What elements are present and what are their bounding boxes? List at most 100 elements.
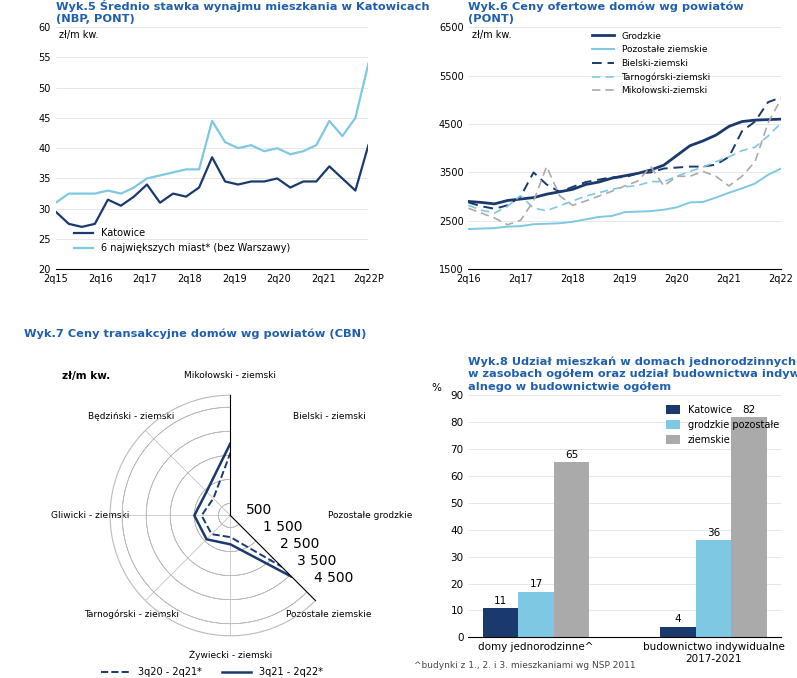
Tarnogórski-ziemski bbox=[646, 178, 656, 186]
Mikołowski-ziemski bbox=[750, 158, 760, 166]
6 największych miast* (bez Warszawy) bbox=[51, 199, 61, 207]
Tarnogórski-ziemski bbox=[542, 207, 552, 215]
Bar bbox=[554, 462, 589, 637]
Tarnogórski-ziemski bbox=[528, 204, 538, 212]
Grodzkie bbox=[489, 200, 499, 208]
Bielski-ziemski bbox=[555, 188, 564, 196]
Pozostałe ziemskie bbox=[581, 216, 591, 224]
Line: Mikołowski-ziemski: Mikołowski-ziemski bbox=[469, 99, 781, 224]
Pozostałe ziemskie bbox=[764, 171, 773, 179]
Bielski-ziemski bbox=[633, 170, 642, 178]
Line: Bielski-ziemski: Bielski-ziemski bbox=[469, 98, 781, 209]
6 największych miast* (bez Warszawy) bbox=[90, 190, 100, 198]
Pozostałe ziemskie bbox=[711, 193, 720, 201]
6 największych miast* (bez Warszawy) bbox=[259, 147, 269, 155]
Grodzkie bbox=[568, 185, 578, 193]
Bielski-ziemski bbox=[594, 176, 603, 184]
Mikołowski-ziemski bbox=[581, 197, 591, 205]
Legend: 3q20 - 2q21*, 3q21 - 2q22*: 3q20 - 2q21*, 3q21 - 2q22* bbox=[97, 663, 327, 678]
Katowice bbox=[312, 178, 321, 186]
Pozostałe ziemskie bbox=[646, 207, 656, 215]
6 największych miast* (bez Warszawy) bbox=[273, 144, 282, 153]
Tarnogórski-ziemski bbox=[581, 192, 591, 200]
Bielski-ziemski bbox=[542, 180, 552, 188]
Pozostałe ziemskie bbox=[659, 205, 669, 214]
Katowice bbox=[51, 207, 61, 216]
Tarnogórski-ziemski bbox=[594, 188, 603, 197]
Pozostałe ziemskie bbox=[528, 220, 538, 228]
Katowice bbox=[273, 174, 282, 182]
Grodzkie bbox=[607, 174, 617, 182]
Bielski-ziemski bbox=[620, 173, 630, 181]
Grodzkie bbox=[711, 131, 720, 139]
Pozostałe ziemskie bbox=[516, 222, 525, 231]
Katowice bbox=[168, 190, 178, 198]
6 największych miast* (bez Warszawy) bbox=[103, 186, 112, 195]
Pozostałe ziemskie bbox=[750, 180, 760, 188]
Katowice bbox=[259, 178, 269, 186]
Mikołowski-ziemski bbox=[464, 204, 473, 212]
Grodzkie bbox=[659, 161, 669, 170]
Mikołowski-ziemski bbox=[764, 119, 773, 127]
Text: 82: 82 bbox=[743, 405, 756, 414]
Katowice bbox=[142, 180, 151, 188]
Katowice bbox=[116, 201, 126, 210]
Bielski-ziemski bbox=[672, 163, 681, 172]
Legend: Katowice, 6 największych miast* (bez Warszawy): Katowice, 6 największych miast* (bez War… bbox=[70, 224, 294, 257]
Pozostałe ziemskie bbox=[698, 198, 708, 206]
Line: Pozostałe ziemskie: Pozostałe ziemskie bbox=[469, 169, 781, 229]
Mikołowski-ziemski bbox=[489, 214, 499, 222]
Katowice bbox=[77, 223, 87, 231]
Legend: Katowice, grodzkie pozostałe, ziemskie: Katowice, grodzkie pozostałe, ziemskie bbox=[665, 405, 779, 445]
Pozostałe ziemskie bbox=[568, 218, 578, 226]
Text: 11: 11 bbox=[494, 595, 507, 605]
Tarnogórski-ziemski bbox=[750, 143, 760, 151]
Bar bbox=[696, 540, 732, 637]
Grodzkie bbox=[477, 199, 486, 207]
Tarnogórski-ziemski bbox=[516, 192, 525, 200]
Text: 36: 36 bbox=[707, 528, 720, 538]
Mikołowski-ziemski bbox=[633, 177, 642, 185]
Bielski-ziemski bbox=[659, 165, 669, 173]
Bielski-ziemski bbox=[528, 168, 538, 176]
Pozostałe ziemskie bbox=[555, 219, 564, 227]
6 największych miast* (bez Warszawy) bbox=[207, 117, 217, 125]
Pozostałe ziemskie bbox=[503, 222, 512, 231]
Bielski-ziemski bbox=[568, 183, 578, 191]
Grodzkie bbox=[633, 170, 642, 178]
Text: 65: 65 bbox=[565, 450, 578, 460]
Pozostałe ziemskie bbox=[724, 188, 734, 197]
Pozostałe ziemskie bbox=[464, 225, 473, 233]
Mikołowski-ziemski bbox=[698, 167, 708, 176]
Mikołowski-ziemski bbox=[594, 192, 603, 200]
Tarnogórski-ziemski bbox=[672, 172, 681, 180]
Grodzkie bbox=[594, 178, 603, 186]
Grodzkie bbox=[542, 190, 552, 198]
Tarnogórski-ziemski bbox=[464, 201, 473, 210]
Mikołowski-ziemski bbox=[685, 172, 695, 180]
Pozostałe ziemskie bbox=[685, 199, 695, 207]
Bar bbox=[483, 607, 518, 637]
6 największych miast* (bez Warszawy) bbox=[285, 151, 295, 159]
Katowice bbox=[194, 184, 204, 192]
Mikołowski-ziemski bbox=[607, 187, 617, 195]
Pozostałe ziemskie bbox=[672, 203, 681, 212]
Bielski-ziemski bbox=[581, 178, 591, 186]
Bielski-ziemski bbox=[776, 94, 786, 102]
Bielski-ziemski bbox=[711, 161, 720, 169]
Text: Wyk.8 Udział mieszkań w domach jednorodzinnych
w zasobach ogółem oraz udział bud: Wyk.8 Udział mieszkań w domach jednorodz… bbox=[469, 357, 797, 392]
Line: Katowice: Katowice bbox=[56, 145, 368, 227]
6 największych miast* (bez Warszawy) bbox=[338, 132, 347, 140]
Bielski-ziemski bbox=[698, 163, 708, 171]
Tarnogórski-ziemski bbox=[620, 183, 630, 191]
Text: 17: 17 bbox=[529, 580, 543, 589]
Bielski-ziemski bbox=[724, 153, 734, 161]
Katowice bbox=[103, 195, 112, 203]
Pozostałe ziemskie bbox=[594, 213, 603, 221]
Line: Tarnogórski-ziemski: Tarnogórski-ziemski bbox=[469, 123, 781, 213]
Katowice bbox=[299, 178, 308, 186]
Grodzkie bbox=[620, 172, 630, 180]
Grodzkie bbox=[555, 188, 564, 196]
6 największych miast* (bez Warszawy) bbox=[77, 190, 87, 198]
Grodzkie bbox=[646, 166, 656, 174]
